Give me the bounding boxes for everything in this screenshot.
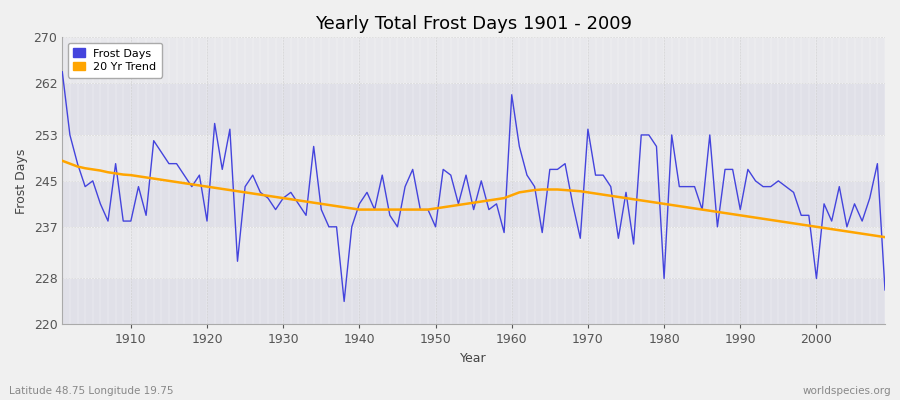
- Frost Days: [507, 92, 517, 97]
- Legend: Frost Days, 20 Yr Trend: Frost Days, 20 Yr Trend: [68, 43, 162, 78]
- Bar: [62, 278, 885, 324]
- Frost Days: [879, 288, 890, 292]
- 20 Yr Trend: [499, 196, 509, 200]
- Y-axis label: Frost Days: Frost Days: [15, 148, 28, 214]
- Line: 20 Yr Trend: 20 Yr Trend: [62, 161, 885, 237]
- Frost Days: [514, 144, 525, 149]
- Frost Days: [118, 219, 129, 224]
- Frost Days: [57, 69, 68, 74]
- Frost Days: [606, 184, 616, 189]
- Line: Frost Days: Frost Days: [62, 72, 885, 302]
- 20 Yr Trend: [879, 235, 890, 240]
- 20 Yr Trend: [507, 193, 517, 198]
- 20 Yr Trend: [598, 192, 608, 197]
- Frost Days: [285, 190, 296, 195]
- 20 Yr Trend: [57, 158, 68, 163]
- Text: Latitude 48.75 Longitude 19.75: Latitude 48.75 Longitude 19.75: [9, 386, 174, 396]
- Bar: [62, 83, 885, 135]
- X-axis label: Year: Year: [460, 352, 487, 365]
- Text: worldspecies.org: worldspecies.org: [803, 386, 891, 396]
- Bar: [62, 181, 885, 227]
- Frost Days: [338, 299, 349, 304]
- Bar: [62, 135, 885, 181]
- 20 Yr Trend: [285, 197, 296, 202]
- 20 Yr Trend: [331, 204, 342, 208]
- Title: Yearly Total Frost Days 1901 - 2009: Yearly Total Frost Days 1901 - 2009: [315, 15, 632, 33]
- Bar: [62, 227, 885, 278]
- Frost Days: [331, 224, 342, 229]
- 20 Yr Trend: [118, 172, 129, 177]
- Bar: [62, 37, 885, 83]
